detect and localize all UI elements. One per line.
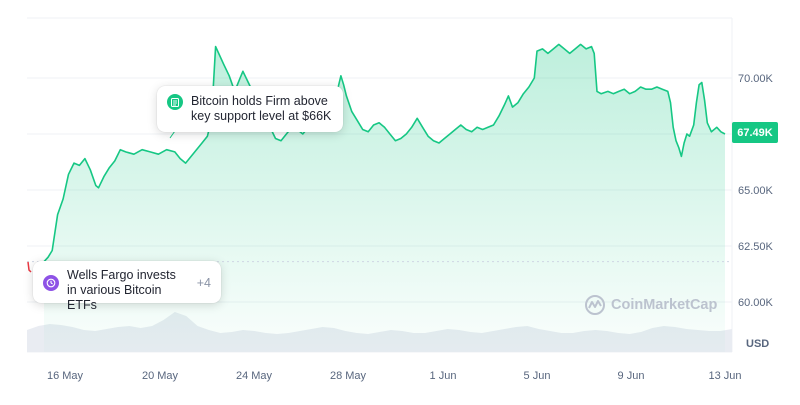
x-tick-label: 9 Jun xyxy=(618,370,645,382)
x-tick-label: 24 May xyxy=(236,370,273,382)
x-tick-label: 20 May xyxy=(142,370,179,382)
start-marker xyxy=(27,261,32,273)
y-tick-label: 65.00K xyxy=(738,185,774,197)
x-axis: 16 May 20 May 24 May 28 May 1 Jun 5 Jun 9 Jun 1… xyxy=(47,370,742,382)
news-callout-bottom[interactable]: Wells Fargo invests in various Bitcoin E… xyxy=(33,261,221,312)
y-tick-label: 62.50K xyxy=(738,241,774,253)
coinmarketcap-logo-icon xyxy=(585,295,605,315)
watermark: CoinMarketCap xyxy=(584,294,717,316)
y-tick-label: 70.00K xyxy=(738,73,774,85)
currency-label: USD xyxy=(746,338,770,350)
x-tick-label: 13 Jun xyxy=(708,370,741,382)
news-callout-text: Bitcoin holds Firm above key support lev… xyxy=(191,94,332,123)
clock-icon xyxy=(43,275,59,291)
news-callout-text: Wells Fargo invests in various Bitcoin E… xyxy=(67,268,176,312)
y-tick-label: 60.00K xyxy=(738,297,774,309)
x-tick-label: 28 May xyxy=(330,370,367,382)
x-tick-label: 5 Jun xyxy=(524,370,551,382)
x-tick-label: 16 May xyxy=(47,370,84,382)
current-price-badge: 67.49K xyxy=(732,122,778,143)
news-callout-top[interactable]: Bitcoin holds Firm above key support lev… xyxy=(157,86,343,132)
document-icon xyxy=(167,94,183,110)
watermark-text: CoinMarketCap xyxy=(611,297,718,313)
more-news-count[interactable]: +4 xyxy=(196,276,211,290)
price-line[interactable] xyxy=(43,43,726,263)
x-tick-label: 1 Jun xyxy=(430,370,457,382)
